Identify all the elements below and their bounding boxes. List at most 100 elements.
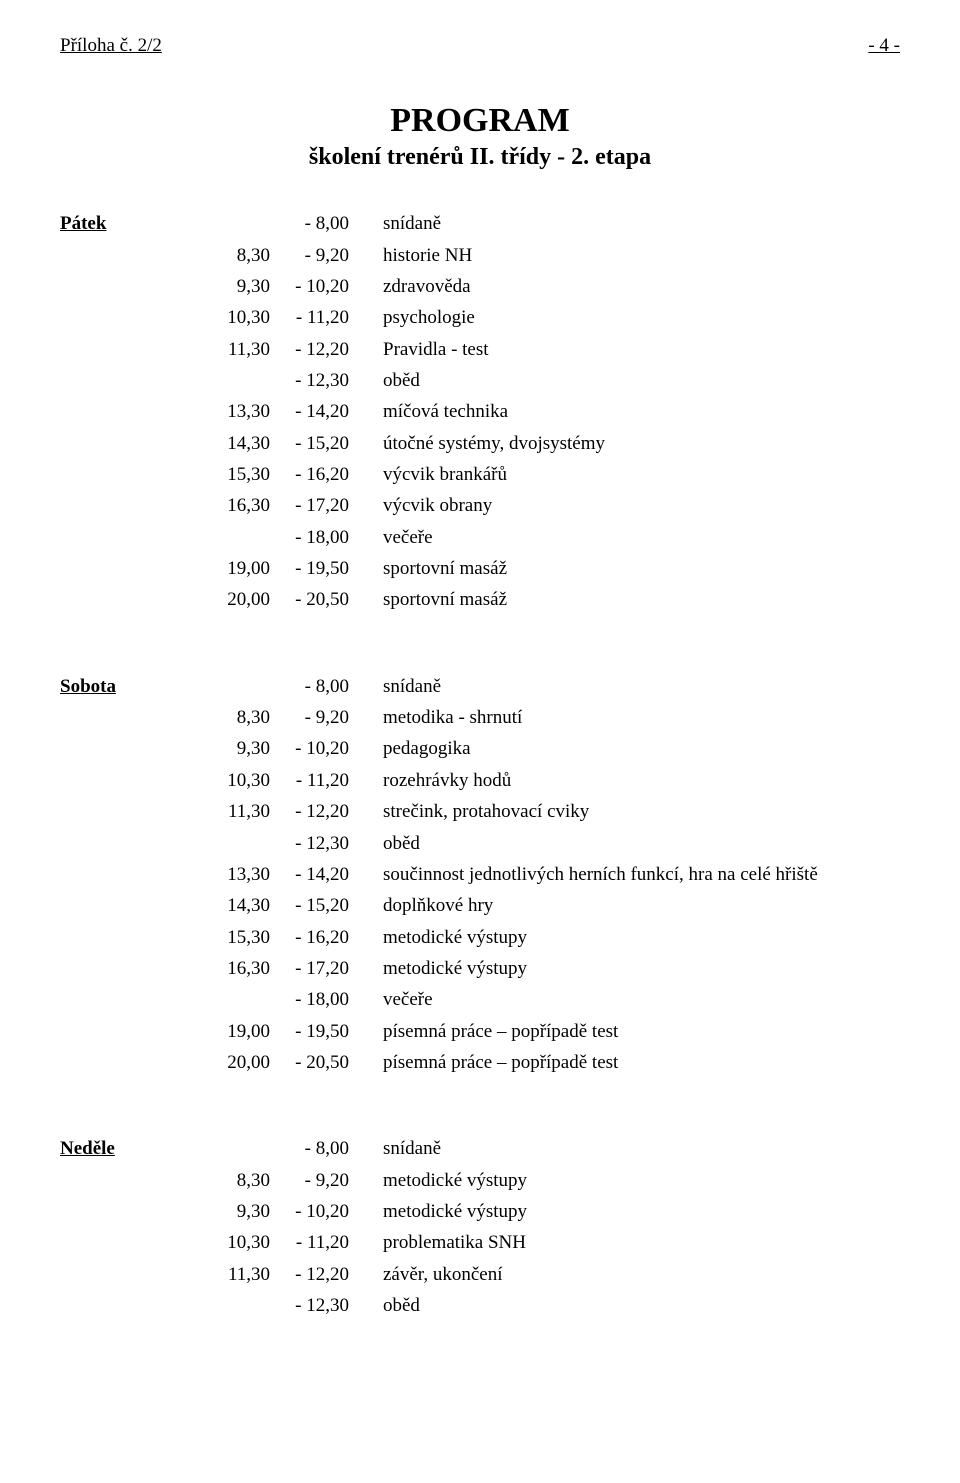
day-column xyxy=(60,859,190,890)
day-column xyxy=(60,1196,190,1227)
time-start: 11,30 xyxy=(190,1259,270,1290)
activity: metodické výstupy xyxy=(355,953,818,984)
time-end: - 14,20 xyxy=(270,396,355,427)
schedule-row: 14,30- 15,20doplňkové hry xyxy=(60,890,818,921)
time-start: 15,30 xyxy=(190,922,270,953)
time-start: 16,30 xyxy=(190,953,270,984)
schedule-row: 10,30- 11,20problematika SNH xyxy=(60,1227,527,1258)
time-end: - 12,30 xyxy=(270,1290,355,1321)
schedule-row: 11,30- 12,20strečink, protahovací cviky xyxy=(60,796,818,827)
time-start: 16,30 xyxy=(190,490,270,521)
activity: snídaně xyxy=(355,671,818,702)
activity: snídaně xyxy=(355,208,605,239)
schedule-row: 13,30- 14,20součinnost jednotlivých hern… xyxy=(60,859,818,890)
time-start: 10,30 xyxy=(190,1227,270,1258)
schedule-row: 16,30- 17,20metodické výstupy xyxy=(60,953,818,984)
day-column: Neděle xyxy=(60,1133,190,1164)
activity: míčová technika xyxy=(355,396,605,427)
header-right: - 4 - xyxy=(868,30,900,61)
activity: rozehrávky hodů xyxy=(355,765,818,796)
day-column xyxy=(60,1047,190,1078)
activity: večeře xyxy=(355,522,605,553)
time-end: - 12,20 xyxy=(270,1259,355,1290)
schedule-row: 16,30- 17,20výcvik obrany xyxy=(60,490,605,521)
activity: písemná práce – popřípadě test xyxy=(355,1016,818,1047)
time-start: 9,30 xyxy=(190,1196,270,1227)
time-start: 19,00 xyxy=(190,553,270,584)
activity: součinnost jednotlivých herních funkcí, … xyxy=(355,859,818,890)
activity: strečink, protahovací cviky xyxy=(355,796,818,827)
activity: zdravověda xyxy=(355,271,605,302)
day-column xyxy=(60,302,190,333)
day-label: Sobota xyxy=(60,676,116,697)
time-end: - 8,00 xyxy=(270,208,355,239)
schedule-table: Pátek- 8,00snídaně8,30- 9,20historie NH9… xyxy=(60,208,605,615)
time-start xyxy=(190,984,270,1015)
time-end: - 15,20 xyxy=(270,890,355,921)
time-start xyxy=(190,522,270,553)
time-end: - 12,20 xyxy=(270,334,355,365)
day-column xyxy=(60,1290,190,1321)
time-start: 9,30 xyxy=(190,271,270,302)
time-start: 8,30 xyxy=(190,1165,270,1196)
day-column xyxy=(60,765,190,796)
day-column xyxy=(60,428,190,459)
day-column xyxy=(60,240,190,271)
activity: metodické výstupy xyxy=(355,1165,527,1196)
sub-title: školení trenérů II. třídy - 2. etapa xyxy=(60,142,900,173)
schedule-row: 10,30- 11,20rozehrávky hodů xyxy=(60,765,818,796)
activity: snídaně xyxy=(355,1133,527,1164)
day-column xyxy=(60,584,190,615)
day-column xyxy=(60,271,190,302)
time-end: - 11,20 xyxy=(270,1227,355,1258)
activity: oběd xyxy=(355,365,605,396)
activity: sportovní masáž xyxy=(355,553,605,584)
activity: oběd xyxy=(355,828,818,859)
main-title: PROGRAM xyxy=(60,101,900,142)
schedule-row: 9,30- 10,20metodické výstupy xyxy=(60,1196,527,1227)
day-column xyxy=(60,984,190,1015)
time-end: - 14,20 xyxy=(270,859,355,890)
time-end: - 8,00 xyxy=(270,1133,355,1164)
day-label: Pátek xyxy=(60,213,106,234)
schedule-row: Pátek - 8,00snídaně xyxy=(60,208,605,239)
time-end: - 8,00 xyxy=(270,671,355,702)
schedule-row: 9,30- 10,20pedagogika xyxy=(60,733,818,764)
activity: sportovní masáž xyxy=(355,584,605,615)
schedule-section: Pátek- 8,00snídaně8,30- 9,20historie NH9… xyxy=(60,208,900,615)
schedule-row: - 12,30oběd xyxy=(60,1290,527,1321)
day-column xyxy=(60,490,190,521)
schedule-row: 19,00- 19,50písemná práce – popřípadě te… xyxy=(60,1016,818,1047)
time-start xyxy=(190,208,270,239)
sections-container: Pátek- 8,00snídaně8,30- 9,20historie NH9… xyxy=(60,208,900,1321)
time-end: - 10,20 xyxy=(270,1196,355,1227)
time-start: 20,00 xyxy=(190,584,270,615)
schedule-row: 14,30- 15,20útočné systémy, dvojsystémy xyxy=(60,428,605,459)
time-start: 11,30 xyxy=(190,334,270,365)
activity: Pravidla - test xyxy=(355,334,605,365)
time-start: 8,30 xyxy=(190,702,270,733)
activity: metodické výstupy xyxy=(355,1196,527,1227)
header-left: Příloha č. 2/2 xyxy=(60,30,162,61)
schedule-row: 13,30- 14,20míčová technika xyxy=(60,396,605,427)
activity: historie NH xyxy=(355,240,605,271)
time-end: - 18,00 xyxy=(270,984,355,1015)
time-start: 13,30 xyxy=(190,396,270,427)
day-column xyxy=(60,796,190,827)
time-start: 10,30 xyxy=(190,765,270,796)
schedule-table: Neděle- 8,00snídaně8,30- 9,20metodické v… xyxy=(60,1133,527,1321)
activity: doplňkové hry xyxy=(355,890,818,921)
activity: výcvik brankářů xyxy=(355,459,605,490)
time-end: - 10,20 xyxy=(270,733,355,764)
day-column: Pátek xyxy=(60,208,190,239)
time-start: 20,00 xyxy=(190,1047,270,1078)
schedule-row: 15,30- 16,20výcvik brankářů xyxy=(60,459,605,490)
time-end: - 15,20 xyxy=(270,428,355,459)
day-column xyxy=(60,396,190,427)
title-block: PROGRAM školení trenérů II. třídy - 2. e… xyxy=(60,101,900,173)
schedule-row: 15,30- 16,20metodické výstupy xyxy=(60,922,818,953)
time-start: 10,30 xyxy=(190,302,270,333)
activity: večeře xyxy=(355,984,818,1015)
day-column xyxy=(60,733,190,764)
time-end: - 10,20 xyxy=(270,271,355,302)
